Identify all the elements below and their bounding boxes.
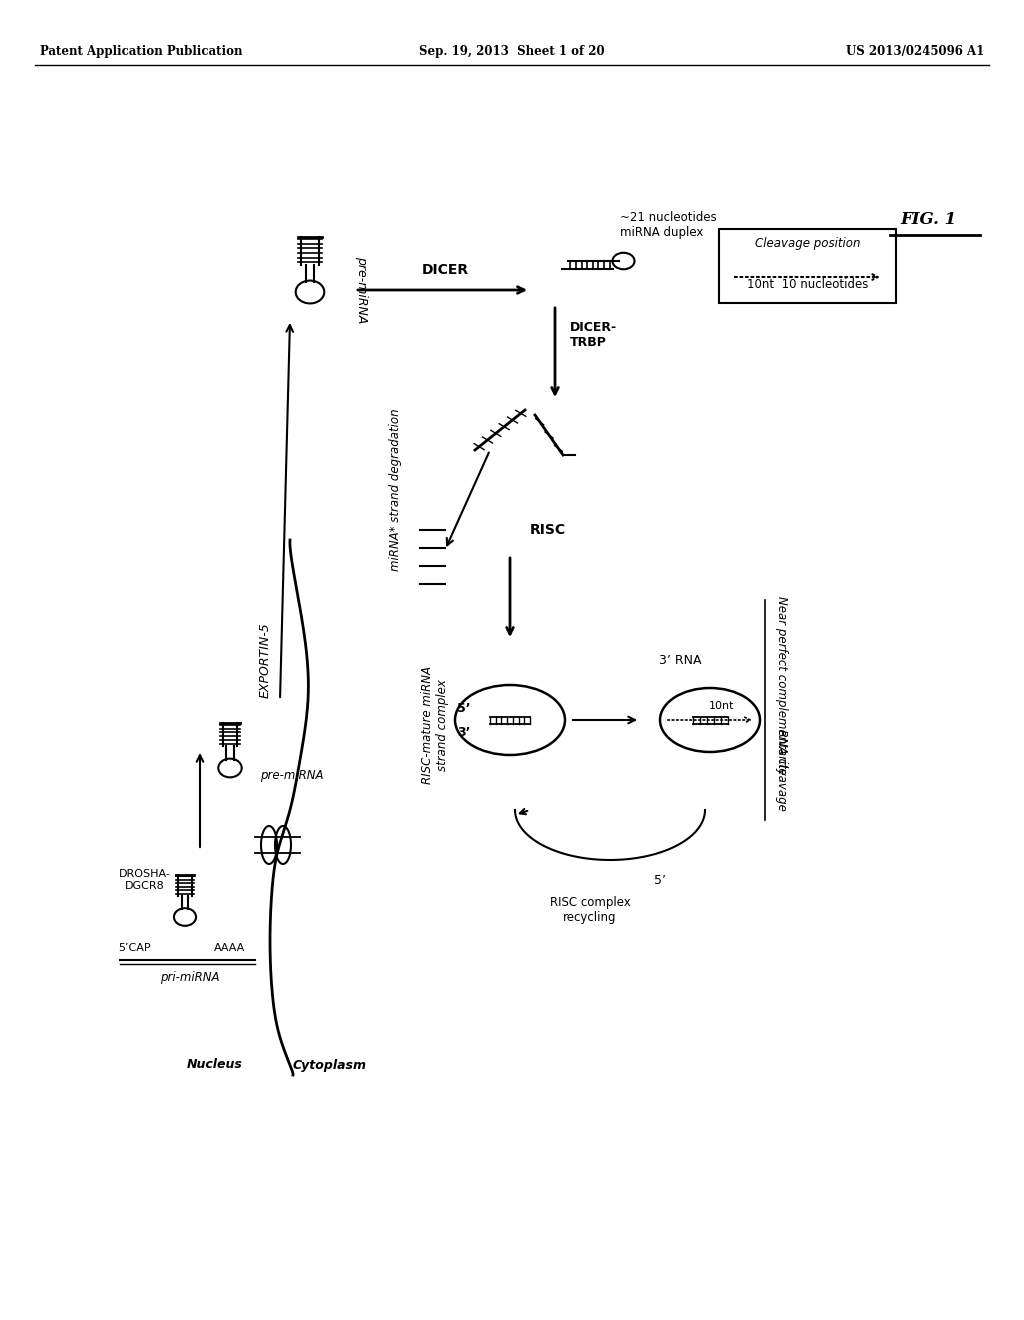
Text: FIG. 1: FIG. 1 (900, 211, 956, 228)
Text: pre-miRNA: pre-miRNA (355, 256, 368, 323)
Text: pri-miRNA: pri-miRNA (160, 972, 220, 985)
Text: RNA cleavage: RNA cleavage (775, 729, 788, 810)
Text: 3’: 3’ (457, 726, 470, 738)
Text: 5’CAP: 5’CAP (118, 942, 151, 953)
Text: ~21 nucleotides
miRNA duplex: ~21 nucleotides miRNA duplex (620, 211, 717, 239)
Text: 10nt  10 nucleotides: 10nt 10 nucleotides (746, 279, 868, 292)
Text: Cleavage position: Cleavage position (755, 238, 860, 251)
Text: Nucleus: Nucleus (187, 1059, 243, 1072)
Text: DROSHA-
DGCR8: DROSHA- DGCR8 (119, 869, 171, 891)
Text: pre-miRNA: pre-miRNA (260, 768, 324, 781)
Text: RISC: RISC (530, 523, 566, 537)
Text: miRNA* strand degradation: miRNA* strand degradation (388, 409, 401, 572)
Text: 10nt: 10nt (710, 701, 735, 711)
Text: 5’: 5’ (457, 701, 470, 714)
Text: Patent Application Publication: Patent Application Publication (40, 45, 243, 58)
Text: 5’: 5’ (654, 874, 666, 887)
Text: DICER: DICER (422, 263, 469, 277)
Text: Near perfect complementarity: Near perfect complementarity (775, 595, 788, 775)
Text: DICER-
TRBP: DICER- TRBP (570, 321, 617, 348)
Text: Sep. 19, 2013  Sheet 1 of 20: Sep. 19, 2013 Sheet 1 of 20 (419, 45, 605, 58)
Text: AAAA: AAAA (214, 942, 245, 953)
Text: RISC-mature miRNA
strand complex: RISC-mature miRNA strand complex (421, 667, 449, 784)
Text: RISC complex
recycling: RISC complex recycling (550, 896, 631, 924)
Text: EXPORTIN-5: EXPORTIN-5 (258, 622, 271, 698)
Text: Cytoplasm: Cytoplasm (293, 1059, 367, 1072)
Text: US 2013/0245096 A1: US 2013/0245096 A1 (846, 45, 984, 58)
Text: 3’ RNA: 3’ RNA (658, 653, 701, 667)
